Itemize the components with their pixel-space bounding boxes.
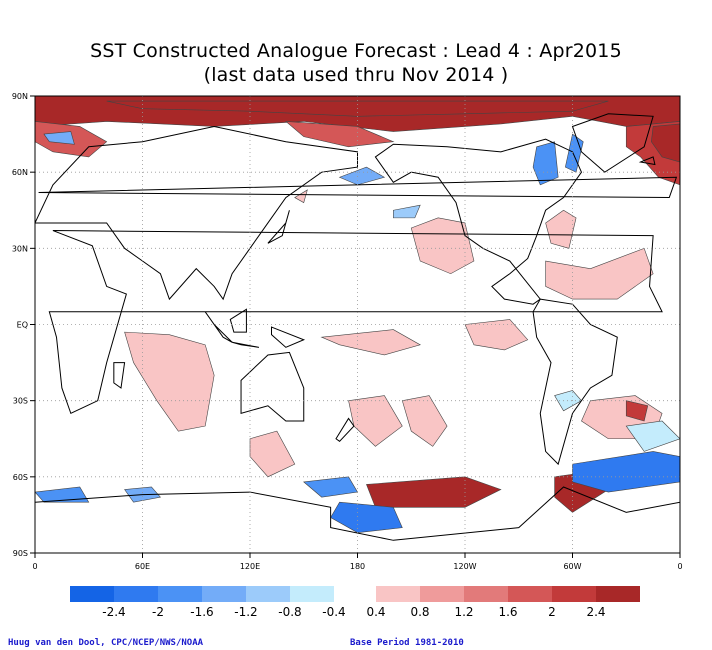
x-tick-label: 60W: [563, 562, 581, 571]
colorbar-label: 2: [548, 605, 556, 619]
colorbar-label: 1.6: [498, 605, 517, 619]
anomaly-alaska-cold: [393, 204, 421, 219]
colorbar-swatch-pos: [420, 586, 464, 602]
chart-title: SST Constructed Analogue Forecast : Lead…: [90, 40, 622, 62]
colorbar-swatch-neg: [290, 586, 334, 602]
colorbar-label: 2.4: [586, 605, 605, 619]
anomaly-tasman-warm: [249, 430, 296, 478]
colorbar-label: -2: [152, 605, 164, 619]
coastline-greenland: [571, 113, 654, 173]
anomaly-southern-atl-cold-west: [35, 486, 90, 503]
colorbar-swatch-neg: [114, 586, 158, 602]
chart-subtitle: (last data used thru Nov 2014 ): [203, 64, 509, 86]
colorbar-label: -0.8: [278, 605, 301, 619]
coastline-eurasia: [35, 125, 358, 301]
colorbar-label: -2.4: [102, 605, 125, 619]
colorbar-swatch-pos: [596, 586, 640, 602]
colorbar-swatch-neg: [202, 586, 246, 602]
anomaly-north-atlantic-warm-east-core: [651, 123, 680, 163]
colorbar-swatch-pos: [508, 586, 552, 602]
x-tick-label: 0: [677, 562, 682, 571]
anomaly-arctic-cold-1: [43, 131, 75, 145]
anomaly-south-atlantic-cold-shallow: [625, 420, 680, 452]
x-tick-label: 120E: [240, 562, 260, 571]
anomaly-indian-ocean-warm: [124, 331, 215, 432]
coastline-australia: [240, 351, 305, 422]
y-tick-label: 30S: [13, 397, 28, 406]
anomaly-south-pacific-cold: [554, 390, 582, 412]
coastline-new-guinea: [271, 326, 306, 348]
coastline-madagascar: [113, 362, 126, 389]
x-tick-label: 120W: [453, 562, 476, 571]
anomaly-south-pacific-convergence-warm: [320, 329, 421, 356]
anomaly-siberia-coast-warm: [284, 121, 395, 148]
anomaly-subtropical-atlantic-warm: [545, 247, 654, 300]
x-tick-label: 60E: [135, 562, 150, 571]
y-tick-label: EQ: [17, 321, 28, 330]
credit-base-period: Base Period 1981-2010: [350, 638, 464, 648]
anomaly-southern-warm-band-pac: [366, 476, 502, 508]
colorbar-swatch-pos: [552, 586, 596, 602]
coastline-africa: [48, 230, 663, 415]
anomaly-south-pacific-cold-2: [303, 476, 358, 498]
colorbar-label: 0.8: [410, 605, 429, 619]
colorbar-label: 0.4: [366, 605, 385, 619]
colorbar-swatch-neg: [158, 586, 202, 602]
y-tick-label: 90N: [12, 92, 28, 101]
anomaly-pacific-south-warm-1: [348, 395, 403, 447]
colorbar-swatch-pos: [376, 586, 420, 602]
y-tick-label: 30N: [12, 244, 28, 253]
anomaly-west-atlantic-warm: [545, 209, 577, 249]
anomaly-labrador-cold: [564, 133, 584, 173]
anomaly-ross-sea-cold: [330, 501, 403, 533]
colorbar-label: -1.2: [234, 605, 257, 619]
coastline-north-america: [374, 138, 583, 305]
colorbar-label: -1.6: [190, 605, 213, 619]
credit-author: Huug van den Dool, CPC/NCEP/NWS/NOAA: [8, 638, 204, 648]
anomaly-hudson-cold: [532, 141, 559, 186]
coastline-iceland: [638, 156, 656, 166]
x-tick-label: 0: [32, 562, 37, 571]
x-tick-label: 180: [350, 562, 365, 571]
coastline-borneo: [229, 308, 247, 333]
colorbar-swatch-neg: [246, 586, 290, 602]
coastline-indonesia-2: [231, 341, 260, 348]
anomaly-okhotsk-cold: [338, 166, 386, 186]
coastline-indonesia-1: [204, 311, 233, 343]
coastline-new-zealand: [335, 417, 355, 442]
colorbar-swatch-pos: [464, 586, 508, 602]
colorbar-swatch-neg: [70, 586, 114, 602]
colorbar-label: 1.2: [454, 605, 473, 619]
coastline-south-america: [532, 298, 618, 466]
anomaly-okhotsk-warm: [294, 189, 308, 204]
anomaly-south-atlantic-core: [625, 400, 649, 422]
coastline-japan: [267, 210, 290, 244]
anomaly-equatorial-pacific-warm: [464, 319, 529, 351]
anomaly-pacific-south-warm-2: [401, 395, 448, 447]
anomaly-north-pacific-warm: [410, 217, 475, 275]
colorbar-label: -0.4: [322, 605, 345, 619]
anomaly-south-atlantic-cold-1: [572, 451, 680, 493]
y-tick-label: 60S: [13, 473, 28, 482]
y-tick-label: 60N: [12, 168, 28, 177]
y-tick-label: 90S: [13, 549, 28, 558]
forecast-map: 0 60E 120E 180 120W 60W 0 90N 60N 30N EQ 30S 60S 90S…: [12, 92, 683, 619]
